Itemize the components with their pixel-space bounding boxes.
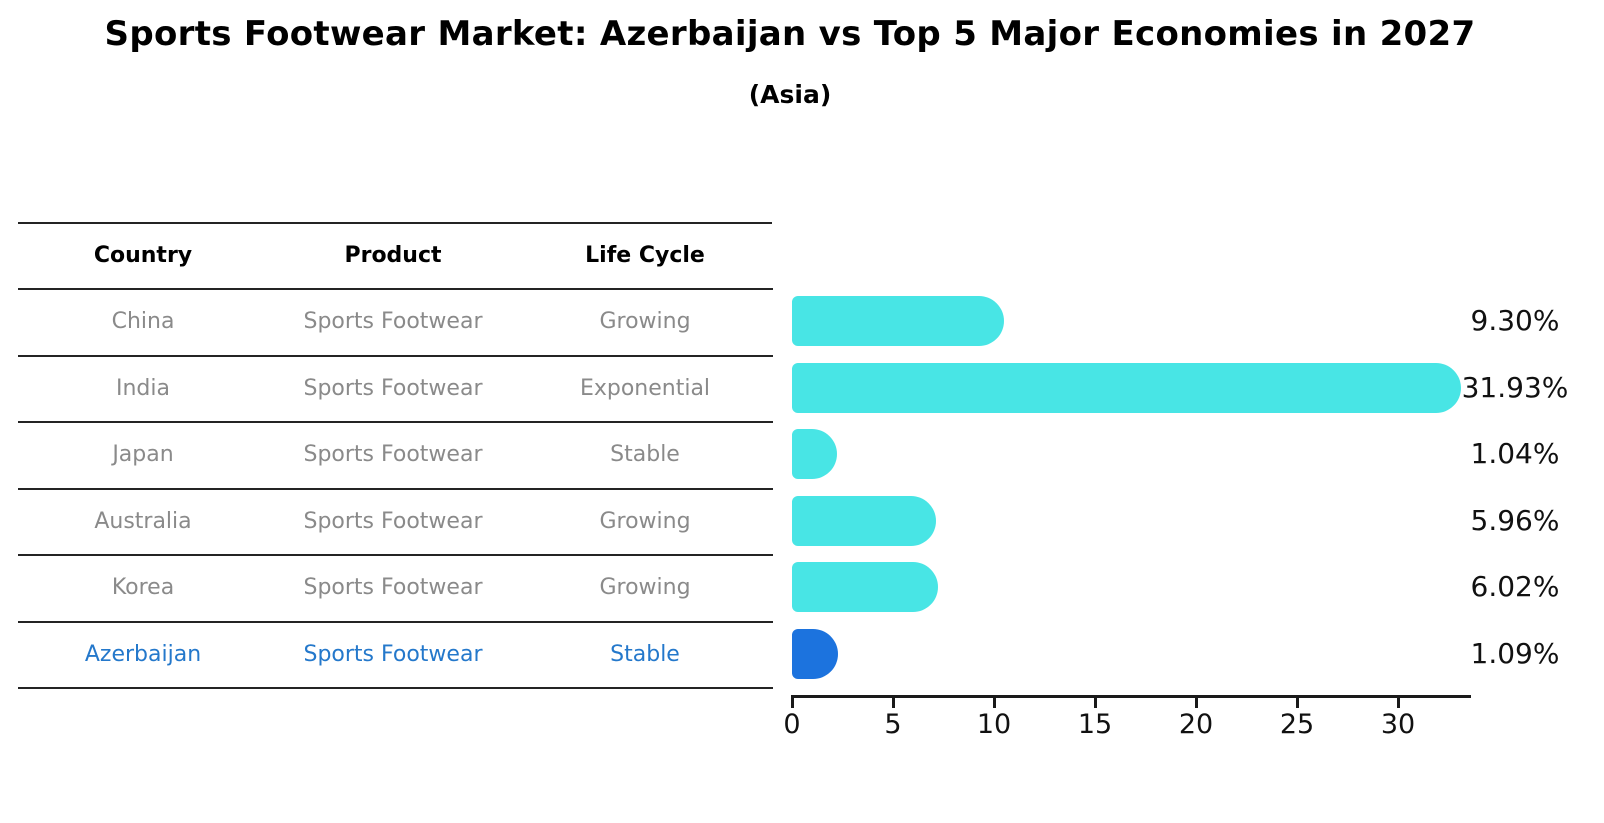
table-header-row: Country Product Life Cycle — [18, 222, 772, 288]
table-row-china: China Sports Footwear Growing — [18, 288, 772, 354]
x-axis-tick — [791, 695, 794, 708]
table-row-australia: Australia Sports Footwear Growing — [18, 488, 772, 554]
value-label-japan: 1.04% — [1470, 437, 1560, 470]
value-label-korea: 6.02% — [1470, 570, 1560, 603]
cell-life-cycle: Stable — [610, 641, 680, 667]
value-label-australia: 5.96% — [1470, 504, 1560, 537]
table-rule — [18, 621, 772, 623]
value-label-china: 9.30% — [1470, 304, 1560, 337]
cell-country: Australia — [94, 508, 192, 534]
cell-product: Sports Footwear — [303, 574, 483, 600]
cell-life-cycle: Stable — [610, 441, 680, 467]
x-axis-label-15: 15 — [1077, 709, 1113, 740]
x-axis-tick — [1094, 695, 1097, 708]
x-axis-tick — [892, 695, 895, 708]
cell-country: Azerbaijan — [84, 641, 202, 667]
x-axis-label-5: 5 — [884, 709, 902, 740]
y-axis-tick — [753, 421, 773, 423]
cell-product: Sports Footwear — [303, 375, 483, 401]
x-axis-label-0: 0 — [783, 709, 801, 740]
table-rule — [18, 355, 772, 357]
bar-korea — [792, 562, 938, 612]
y-axis-tick — [753, 355, 773, 357]
chart-subtitle: (Asia) — [748, 80, 832, 109]
y-axis-tick — [753, 488, 773, 490]
cell-product: Sports Footwear — [303, 641, 483, 667]
y-axis-tick — [753, 554, 773, 556]
bar-australia — [792, 496, 936, 546]
cell-life-cycle: Growing — [599, 308, 691, 334]
table-rule — [18, 421, 772, 423]
cell-life-cycle: Growing — [599, 574, 691, 600]
table-rule — [18, 222, 772, 224]
x-axis-label-20: 20 — [1178, 709, 1214, 740]
cell-life-cycle: Growing — [599, 508, 691, 534]
table-row-korea: Korea Sports Footwear Growing — [18, 554, 772, 620]
column-header-country: Country — [93, 242, 193, 268]
x-axis-tick — [1195, 695, 1198, 708]
x-axis-label-25: 25 — [1279, 709, 1315, 740]
table-rule — [18, 554, 772, 556]
cell-life-cycle: Exponential — [579, 375, 711, 401]
bar-india — [792, 363, 1461, 413]
y-axis-tick — [753, 288, 773, 290]
bar-japan — [792, 429, 837, 479]
cell-country: Japan — [112, 441, 174, 467]
cell-country: Korea — [111, 574, 175, 600]
x-axis-tick — [993, 695, 996, 708]
cell-product: Sports Footwear — [303, 308, 483, 334]
table-row-japan: Japan Sports Footwear Stable — [18, 421, 772, 487]
x-axis-tick — [1296, 695, 1299, 708]
table-rule — [18, 288, 772, 290]
table-rule — [18, 488, 772, 490]
cell-product: Sports Footwear — [303, 508, 483, 534]
cell-country: China — [111, 308, 175, 334]
chart-title: Sports Footwear Market: Azerbaijan vs To… — [104, 14, 1476, 54]
column-header-life-cycle: Life Cycle — [585, 242, 705, 268]
x-axis-label-10: 10 — [976, 709, 1012, 740]
x-axis-label-30: 30 — [1380, 709, 1416, 740]
value-label-india: 31.93% — [1461, 371, 1569, 404]
bar-china — [792, 296, 1004, 346]
x-axis-tick — [1397, 695, 1400, 708]
cell-country: India — [116, 375, 170, 401]
y-axis-tick — [753, 687, 773, 689]
table-rule — [18, 687, 772, 689]
column-header-product: Product — [344, 242, 442, 268]
y-axis-tick — [753, 621, 773, 623]
table-row-azerbaijan: Azerbaijan Sports Footwear Stable — [18, 621, 772, 687]
x-axis-line — [792, 695, 1471, 698]
table-row-india: India Sports Footwear Exponential — [18, 355, 772, 421]
value-label-azerbaijan: 1.09% — [1470, 637, 1560, 670]
cell-product: Sports Footwear — [303, 441, 483, 467]
bar-azerbaijan — [792, 629, 838, 679]
